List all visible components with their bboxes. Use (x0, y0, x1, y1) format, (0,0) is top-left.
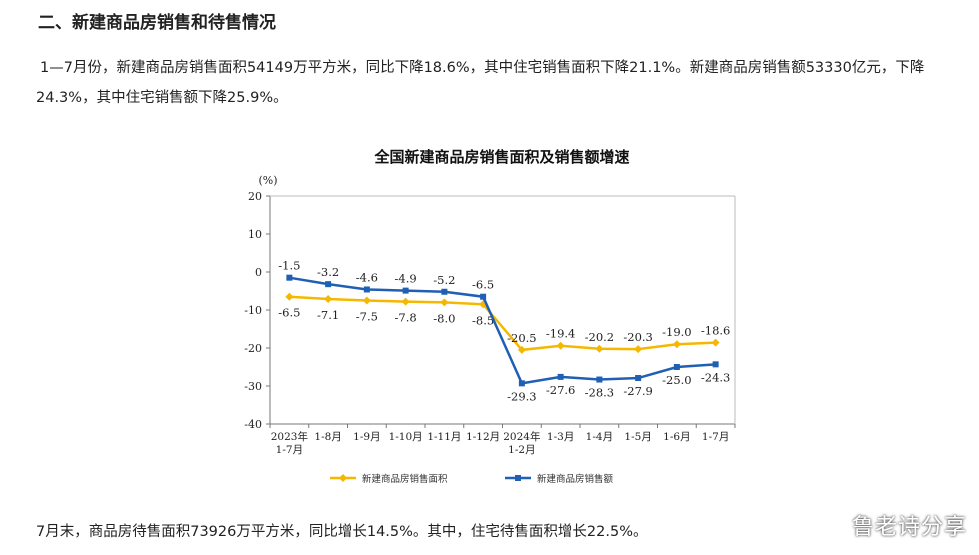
series-point (441, 288, 448, 295)
sales-growth-chart: 全国新建商品房销售面积及销售额增速 (%) 20 10 0 -10 -20 -30 -40 2… (220, 130, 780, 500)
series-point (596, 376, 603, 383)
series-point (635, 375, 642, 382)
data-label: -19.4 (546, 327, 576, 341)
y-tick-label: -40 (244, 418, 262, 431)
data-label: -25.0 (662, 373, 692, 387)
legend-marker (515, 475, 521, 481)
y-tick-label: 10 (248, 228, 262, 241)
x-tick-label: 2023年 (271, 430, 308, 443)
x-tick-label: 1-7月 (276, 444, 303, 456)
data-label: -18.6 (701, 324, 731, 338)
series-point (556, 341, 565, 350)
data-label: -7.8 (395, 311, 417, 325)
series-point (672, 340, 681, 349)
series-line-1 (289, 276, 716, 385)
data-label: -8.5 (472, 313, 494, 327)
data-label: -29.3 (507, 389, 537, 403)
legend-label: 新建商品房销售额 (537, 473, 614, 485)
data-label: -3.2 (317, 265, 339, 279)
chart-svg: 全国新建商品房销售面积及销售额增速 (%) 20 10 0 -10 -20 -30 -40 2… (244, 148, 736, 485)
data-label: -4.9 (395, 272, 417, 286)
watermark: 鲁老诗分享 (851, 515, 967, 540)
data-label: -6.5 (472, 278, 494, 292)
data-label: -1.5 (278, 259, 300, 273)
legend-label: 新建商品房销售面积 (362, 473, 448, 485)
series-point (401, 297, 410, 306)
series-point (325, 281, 332, 288)
series-line-0 (289, 295, 716, 352)
series-point (673, 364, 680, 370)
chart-title: 全国新建商品房销售面积及销售额增速 (373, 148, 629, 166)
series-point (595, 344, 604, 353)
series-point (711, 338, 720, 347)
series-point (440, 298, 449, 307)
data-label: -24.3 (701, 370, 731, 384)
data-label: -20.2 (585, 330, 615, 344)
data-label: -28.3 (585, 386, 615, 400)
y-tick-label: -30 (244, 380, 262, 393)
x-tick-label: 1-4月 (586, 431, 613, 443)
y-tick-label: -20 (244, 342, 262, 355)
x-tick-label: 1-6月 (663, 431, 690, 443)
x-tick-label: 1-11月 (427, 431, 461, 443)
data-label: -27.6 (546, 383, 576, 397)
data-label: -20.5 (507, 331, 537, 345)
x-tick-label: 1-7月 (702, 431, 729, 443)
data-label: -6.5 (278, 306, 300, 320)
series-point (517, 345, 526, 354)
series-point (362, 296, 371, 305)
summary-paragraph: 1—7月份，新建商品房销售面积54149万平方米，同比下降18.6%，其中住宅销… (36, 60, 925, 106)
data-label: -7.1 (317, 308, 339, 322)
y-tick-label: 20 (248, 190, 262, 203)
x-tick-label: 1-8月 (314, 431, 341, 443)
series-point (518, 380, 525, 387)
y-tick-label: -10 (244, 304, 262, 317)
data-label: -4.6 (356, 270, 378, 284)
series-point (557, 373, 564, 380)
data-label: -5.2 (433, 273, 455, 287)
series-point (712, 361, 719, 368)
series-point (363, 286, 370, 293)
series-point (324, 294, 333, 303)
data-label: -20.3 (623, 330, 653, 344)
x-tick-label: 1-3月 (547, 431, 574, 443)
data-label: -19.0 (662, 325, 692, 339)
footer-paragraph: 7月末，商品房待售面积73926万平方米，同比增长14.5%。其中，住宅待售面积… (36, 524, 648, 540)
x-tick-label: 1-9月 (353, 431, 380, 443)
x-tick-label: 2024年 (503, 430, 540, 443)
data-label: -7.5 (356, 310, 378, 324)
y-axis-unit: (%) (258, 174, 277, 187)
x-tick-label: 1-5月 (624, 431, 651, 443)
series-point (286, 274, 293, 281)
series-point (479, 300, 488, 309)
x-tick-label: 1-2月 (508, 444, 535, 456)
series-point (402, 287, 409, 294)
series-point (634, 345, 643, 354)
series-point (480, 293, 487, 300)
data-label: -8.0 (433, 311, 455, 325)
series-point (285, 292, 294, 301)
section-heading: 二、新建商品房销售和待售情况 (38, 13, 276, 33)
legend-marker (339, 474, 347, 482)
x-tick-label: 1-10月 (389, 431, 423, 443)
y-tick-label: 0 (255, 266, 262, 279)
x-tick-label: 1-12月 (466, 431, 500, 443)
data-label: -27.9 (623, 384, 653, 398)
